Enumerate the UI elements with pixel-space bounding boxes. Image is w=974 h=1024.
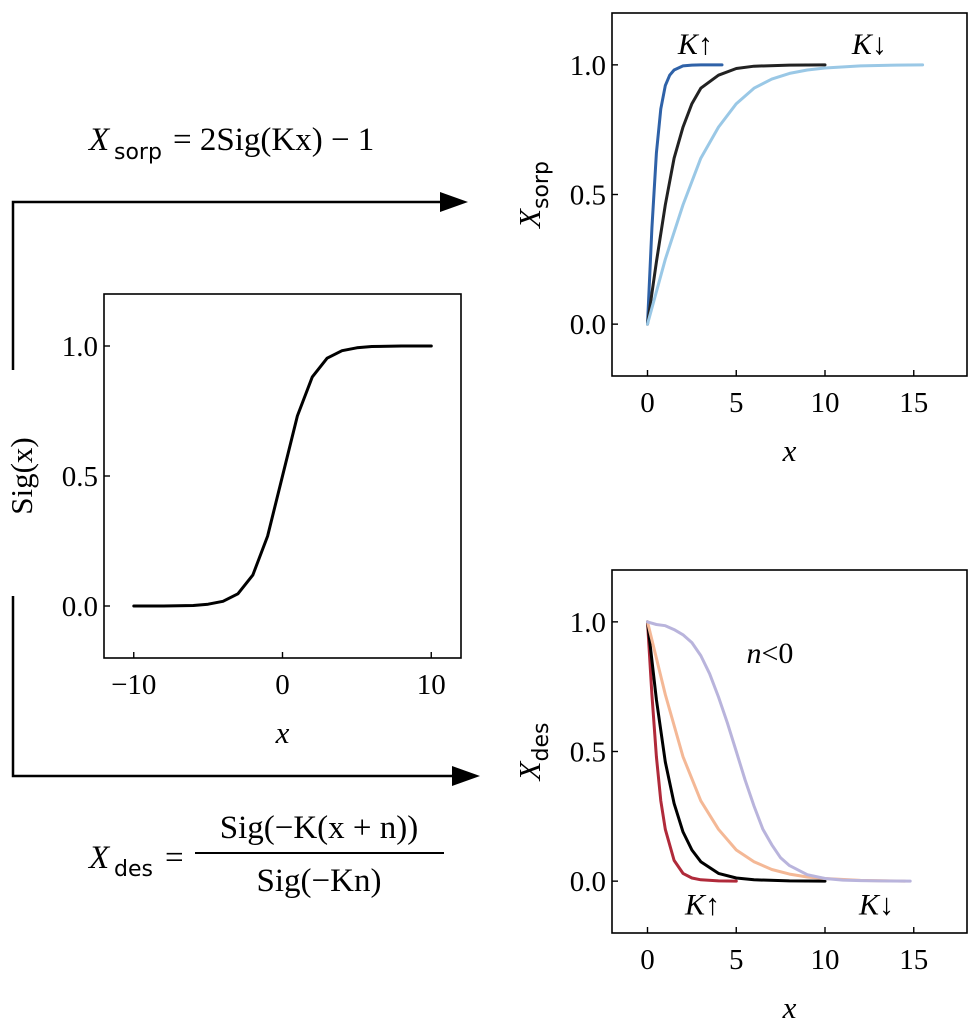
y-tick-label: 1.0	[570, 50, 606, 82]
arrow-to-desorption-head	[452, 766, 480, 786]
arrow-to-desorption	[11, 596, 452, 778]
arrow-to-sorption	[11, 200, 440, 370]
y-tick-label: 0.0	[570, 866, 606, 898]
sigmoid-y-axis-label: Sig(x)	[4, 437, 39, 515]
y-tick-label: 1.0	[62, 331, 98, 363]
sigmoid-series-line-0	[132, 344, 433, 608]
desorption-series-line-3	[646, 620, 912, 883]
sigmoid-chart: −10 0 10 0.0 0.5 1.0 x Sig(x)	[4, 293, 462, 750]
y-tick-label: 1.0	[570, 607, 606, 639]
desorption-series-line-0	[646, 620, 738, 883]
x-tick-label: 5	[729, 944, 744, 976]
x-tick-label: 10	[811, 944, 840, 976]
desorption-annotation: n<0	[747, 637, 794, 670]
sorption-annotation: K↓	[851, 28, 887, 61]
y-tick-label: 0.5	[570, 737, 606, 769]
des-formula-lhs: X	[87, 840, 111, 876]
des-formula-denominator: Sig(−Kn)	[257, 863, 382, 899]
y-tick-label: 0.0	[62, 591, 98, 623]
sorption-series-line-0	[646, 63, 724, 326]
x-tick-label: −10	[111, 669, 156, 701]
desorption-x-axis-label: x	[782, 990, 797, 1024]
x-tick-label: 0	[640, 387, 655, 419]
sorption-series-line-2	[646, 63, 925, 326]
x-tick-label: 15	[899, 944, 928, 976]
y-tick-label: 0.0	[570, 309, 606, 341]
sorp-formula-rhs: = 2Sig(Kx) − 1	[173, 122, 374, 158]
desorption-formula: X des = Sig(−K(x + n)) Sig(−Kn)	[87, 810, 444, 899]
desorption-y-axis-label: Xdes	[512, 723, 554, 783]
sorp-formula-sub: sorp	[114, 140, 162, 165]
desorption-annotation: K↑	[684, 888, 720, 921]
sorp-formula-lhs: X	[87, 122, 111, 158]
sorption-formula: X sorp = 2Sig(Kx) − 1	[87, 122, 374, 165]
sigmoid-x-axis-label: x	[275, 715, 290, 750]
sorption-annotation: K↑	[677, 28, 713, 61]
y-tick-label: 0.5	[570, 180, 606, 212]
sorption-chart: 0 5 10 15 0.0 0.5 1.0 x Xsorp K↑ K↓	[512, 12, 968, 468]
x-tick-label: 15	[899, 387, 928, 419]
des-formula-equals: =	[165, 840, 184, 876]
sorption-plot-frame	[611, 12, 968, 377]
desorption-series-line-1	[646, 620, 827, 883]
desorption-chart: 0 5 10 15 0.0 0.5 1.0 x Xdes n<0 K↑ K↓	[512, 569, 968, 1024]
x-tick-label: 5	[729, 387, 744, 419]
y-tick-label: 0.5	[62, 461, 98, 493]
des-formula-sub: des	[114, 857, 153, 882]
x-tick-label: 10	[811, 387, 840, 419]
arrow-to-sorption-head	[440, 192, 468, 212]
x-tick-label: 0	[640, 944, 655, 976]
x-tick-label: 0	[275, 669, 290, 701]
sorption-y-axis-label: Xsorp	[512, 161, 554, 230]
des-formula-numerator: Sig(−K(x + n))	[220, 810, 419, 846]
x-tick-label: 10	[417, 669, 446, 701]
sorption-x-axis-label: x	[782, 433, 797, 468]
sorption-series-line-1	[646, 63, 827, 326]
desorption-annotation: K↓	[858, 888, 894, 921]
